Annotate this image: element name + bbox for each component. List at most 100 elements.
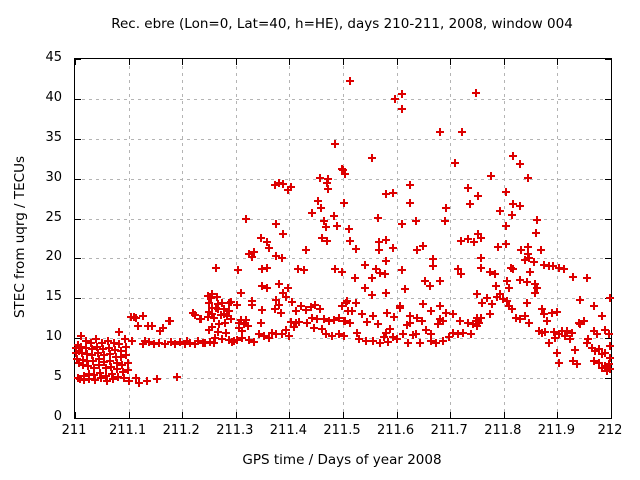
data-point xyxy=(403,321,412,330)
data-point xyxy=(491,270,500,279)
data-point xyxy=(127,336,136,345)
data-point xyxy=(188,308,197,317)
x-tick-label: 212 xyxy=(597,423,623,438)
data-point xyxy=(343,307,352,316)
data-point xyxy=(325,316,334,325)
data-point xyxy=(134,322,143,331)
tick-mark xyxy=(396,412,398,418)
data-point xyxy=(87,345,96,354)
data-point xyxy=(96,369,105,378)
tick-mark xyxy=(557,412,559,418)
x-tick-label: 211.2 xyxy=(162,423,200,438)
data-point xyxy=(238,327,247,336)
data-point xyxy=(416,339,425,347)
tick-mark xyxy=(75,218,81,220)
data-point xyxy=(238,334,247,343)
data-point xyxy=(205,307,213,316)
data-point xyxy=(418,299,427,308)
data-point xyxy=(507,211,516,220)
data-point xyxy=(208,323,217,332)
data-point xyxy=(158,323,167,332)
plot-area xyxy=(72,58,614,419)
data-point xyxy=(381,288,390,297)
data-point xyxy=(555,264,563,273)
data-point xyxy=(594,358,603,367)
data-point xyxy=(425,282,434,291)
data-point xyxy=(473,322,481,331)
data-point xyxy=(98,339,107,347)
data-point xyxy=(496,207,505,216)
data-point xyxy=(523,250,532,259)
data-point xyxy=(307,314,316,323)
data-point xyxy=(237,288,246,297)
data-point xyxy=(451,158,460,167)
data-point xyxy=(448,310,457,319)
data-point xyxy=(516,245,525,254)
tick-mark xyxy=(128,59,130,65)
data-point xyxy=(341,316,350,325)
data-point xyxy=(503,276,512,285)
data-point xyxy=(456,270,465,279)
data-point xyxy=(436,128,445,137)
data-point xyxy=(203,312,212,321)
data-point xyxy=(491,282,500,291)
data-point xyxy=(108,374,117,383)
x-tick-label: 211.9 xyxy=(537,423,575,438)
gridline-x xyxy=(396,59,398,418)
data-point xyxy=(374,237,383,246)
data-point xyxy=(180,339,189,348)
tick-mark xyxy=(396,59,398,65)
data-point xyxy=(247,300,256,309)
data-point xyxy=(355,335,364,344)
data-point xyxy=(367,291,376,300)
data-point xyxy=(604,330,613,339)
data-point xyxy=(329,212,338,221)
data-point xyxy=(515,201,524,210)
data-point xyxy=(456,236,465,245)
data-point xyxy=(167,338,176,347)
data-point xyxy=(404,339,413,347)
data-point xyxy=(291,307,300,316)
data-point xyxy=(496,290,505,299)
data-point xyxy=(268,328,277,337)
data-point xyxy=(524,319,533,328)
data-point xyxy=(74,341,83,350)
data-point xyxy=(501,240,510,249)
data-point xyxy=(563,327,572,336)
data-point xyxy=(131,374,140,383)
data-point xyxy=(85,374,94,383)
data-point xyxy=(118,360,127,369)
data-point xyxy=(544,339,553,347)
data-point xyxy=(547,308,556,317)
data-point xyxy=(375,339,384,347)
data-point xyxy=(129,312,138,321)
data-point xyxy=(569,357,578,366)
data-point xyxy=(555,358,563,367)
data-point xyxy=(463,235,472,244)
data-point xyxy=(541,327,550,336)
data-point xyxy=(569,272,578,281)
y-tick-label: 5 xyxy=(53,369,62,385)
tick-mark xyxy=(503,412,505,418)
data-point xyxy=(477,299,486,308)
data-point xyxy=(217,299,226,308)
data-point xyxy=(575,295,584,304)
tick-mark xyxy=(235,59,237,65)
data-point xyxy=(459,328,468,337)
data-point xyxy=(315,304,324,313)
data-point xyxy=(265,244,274,253)
data-point xyxy=(83,362,92,371)
data-point xyxy=(501,221,510,230)
data-point xyxy=(397,90,406,99)
data-point xyxy=(340,199,349,208)
data-point xyxy=(540,310,548,319)
data-point xyxy=(453,330,462,339)
data-point xyxy=(211,264,220,273)
data-point xyxy=(105,350,114,359)
data-point xyxy=(526,268,535,276)
data-point xyxy=(139,311,148,320)
tick-mark xyxy=(75,298,81,300)
data-point xyxy=(203,291,212,300)
data-point xyxy=(112,358,121,367)
data-point xyxy=(388,189,397,198)
